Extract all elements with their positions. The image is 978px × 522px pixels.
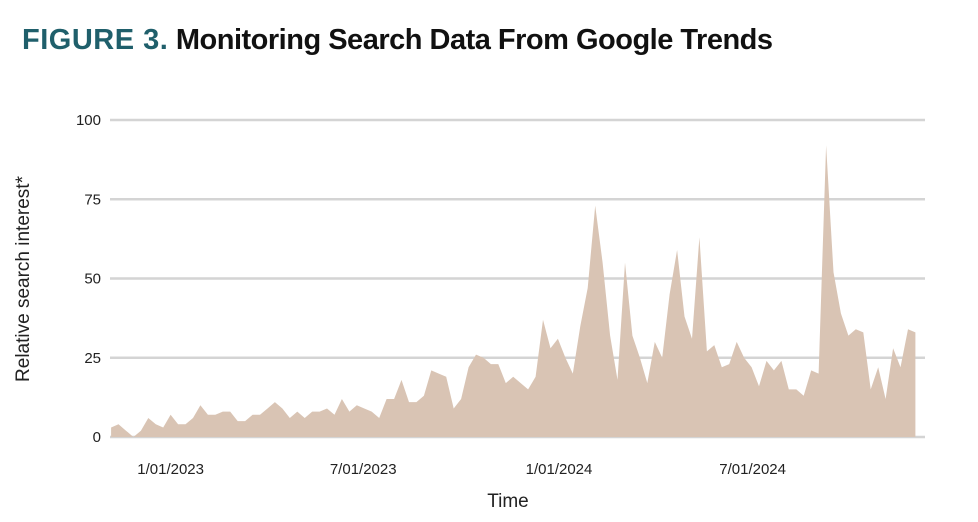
y-axis-title: Relative search interest* bbox=[13, 175, 34, 382]
x-tick-label: 1/01/2024 bbox=[526, 461, 593, 478]
area-series-path bbox=[111, 145, 916, 437]
y-tick-label: 25 bbox=[84, 350, 101, 367]
y-tick-label: 50 bbox=[84, 271, 101, 288]
x-tick-label: 7/01/2023 bbox=[330, 461, 397, 478]
x-axis-title: Time bbox=[487, 491, 529, 512]
x-axis-tick-labels: 1/01/2023 7/01/2023 1/01/2024 7/01/2024 bbox=[137, 461, 786, 478]
y-axis-tick-labels: 0 25 50 75 100 bbox=[76, 112, 101, 446]
y-tick-label: 100 bbox=[76, 112, 101, 129]
y-tick-label: 75 bbox=[84, 191, 101, 208]
y-tick-label: 0 bbox=[93, 429, 101, 446]
area-series bbox=[111, 145, 916, 437]
figure-title-text: Monitoring Search Data From Google Trend… bbox=[175, 24, 773, 56]
figure-label: FIGURE 3. bbox=[22, 24, 169, 56]
x-tick-label: 1/01/2023 bbox=[137, 461, 204, 478]
x-tick-label: 7/01/2024 bbox=[719, 461, 786, 478]
figure-title: FIGURE 3. Monitoring Search Data From Go… bbox=[22, 24, 773, 57]
